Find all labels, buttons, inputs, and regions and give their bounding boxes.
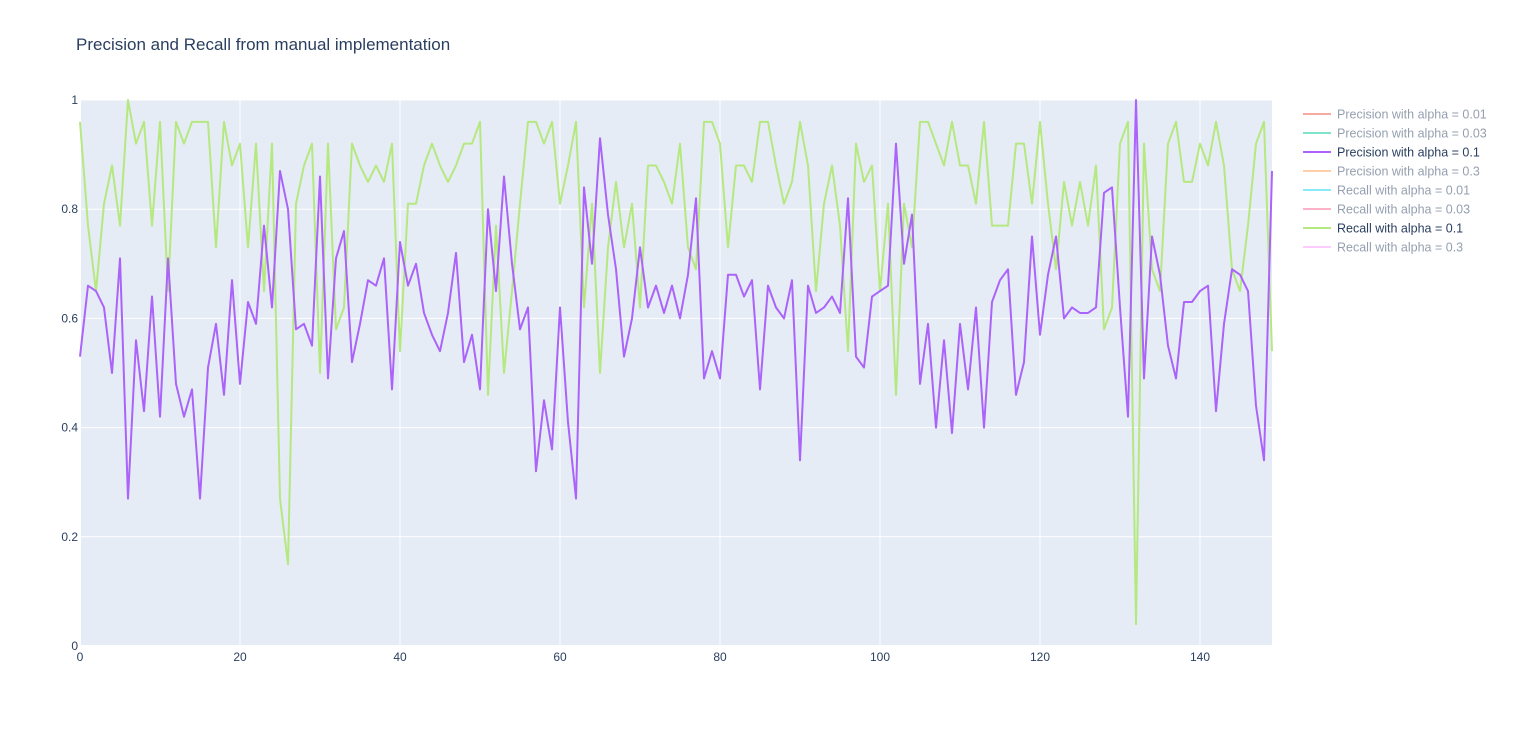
legend-item[interactable]: Recall with alpha = 0.03 (1303, 203, 1470, 217)
legend-label: Precision with alpha = 0.03 (1337, 127, 1487, 141)
legend-item[interactable]: Recall with alpha = 0.3 (1303, 241, 1463, 255)
legend-label: Recall with alpha = 0.1 (1337, 222, 1463, 236)
legend-label: Recall with alpha = 0.01 (1337, 184, 1470, 198)
x-tick-label: 80 (713, 650, 727, 664)
x-tick-label: 60 (553, 650, 567, 664)
y-tick-label: 0.4 (61, 421, 78, 435)
legend-item[interactable]: Recall with alpha = 0.01 (1303, 184, 1470, 198)
y-tick-label: 1 (71, 93, 78, 107)
legend-item[interactable]: Precision with alpha = 0.01 (1303, 108, 1487, 122)
x-tick-label: 0 (77, 650, 84, 664)
x-tick-label: 120 (1030, 650, 1050, 664)
legend-label: Precision with alpha = 0.01 (1337, 108, 1487, 122)
y-tick-label: 0 (71, 639, 78, 653)
legend-label: Precision with alpha = 0.3 (1337, 165, 1480, 179)
legend-label: Recall with alpha = 0.03 (1337, 203, 1470, 217)
y-tick-label: 0.2 (61, 530, 78, 544)
x-tick-label: 100 (870, 650, 890, 664)
series-lines (79, 99, 1273, 626)
x-tick-label: 140 (1190, 650, 1210, 664)
legend-label: Precision with alpha = 0.1 (1337, 146, 1480, 160)
y-tick-label: 0.6 (61, 311, 78, 325)
axis-tick-labels: 0 20 40 60 80 100 120 140 0 0.2 0.4 0.6 0.8 1 (61, 93, 1210, 664)
legend-item[interactable]: Recall with alpha = 0.1 (1303, 222, 1463, 236)
legend-item[interactable]: Precision with alpha = 0.03 (1303, 127, 1487, 141)
x-tick-label: 20 (233, 650, 247, 664)
series-line-2 (79, 99, 1273, 500)
legend-label: Recall with alpha = 0.3 (1337, 241, 1463, 255)
x-tick-label: 40 (393, 650, 407, 664)
legend[interactable]: Precision with alpha = 0.01 Precision wit… (1303, 108, 1487, 255)
series-line-6 (79, 99, 1273, 626)
legend-item[interactable]: Precision with alpha = 0.1 (1303, 146, 1480, 160)
y-tick-label: 0.8 (61, 202, 78, 216)
legend-item[interactable]: Precision with alpha = 0.3 (1303, 165, 1480, 179)
chart-title: Precision and Recall from manual impleme… (76, 35, 450, 54)
